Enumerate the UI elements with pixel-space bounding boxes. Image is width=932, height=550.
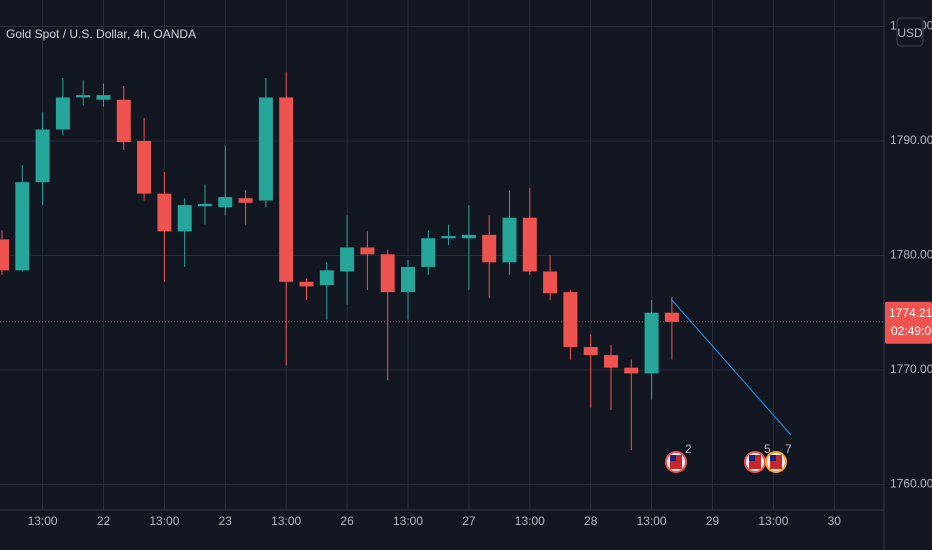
x-tick-label: 23 [219,514,233,528]
x-tick-label: 13:00 [515,514,545,528]
candle-body [137,140,152,194]
y-tick-label: 1760.000 [890,477,932,491]
candle-body [482,234,497,263]
event-count: 5 [764,442,771,456]
candle-body [177,205,192,232]
candle-body [15,182,30,271]
x-tick-label: 26 [340,514,354,528]
x-tick-label: 13:00 [637,514,667,528]
y-tick-label: 1770.000 [890,362,932,376]
x-tick-label: 13:00 [393,514,423,528]
current-price-box [885,301,932,344]
candle-body [35,129,50,183]
candle-body [664,312,679,322]
candle-body [461,234,476,239]
x-tick-label: 22 [97,514,111,528]
candle-body [604,355,618,368]
event-count: 7 [785,442,792,456]
x-tick-label: 29 [706,514,720,528]
y-tick-label: 1790.000 [890,133,932,147]
event-icon: 7 [765,442,792,473]
flag-canton [749,455,755,461]
flag-canton [670,455,676,461]
candle-body [116,99,131,143]
currency-button[interactable] [896,17,924,47]
candle-body [76,95,91,98]
candle-body [401,266,415,293]
candle-body [0,239,9,271]
x-tick-label: 13:00 [271,514,301,528]
candle-body [583,347,598,356]
candle-body [360,247,375,255]
candle-body [522,217,537,272]
candle-body [218,197,233,208]
candle-body [198,203,212,207]
x-tick-label: 13:00 [758,514,788,528]
y-tick-label: 1780.000 [890,248,932,262]
candle-body [421,238,436,267]
candle-body [238,198,253,203]
trend-line [670,298,792,436]
event-icon: 5 [744,442,771,473]
candle-body [157,193,172,232]
current-price-label: 1774.211 [889,306,932,320]
chart-title: Gold Spot / U.S. Dollar, 4h, OANDA [6,27,196,41]
candle-body [502,217,517,263]
candle-body [543,271,558,294]
countdown-label: 02:49:06 [891,324,932,338]
x-tick-label: 28 [584,514,598,528]
x-tick-label: 13:00 [28,514,58,528]
candle-body [299,281,314,287]
x-tick-label: 13:00 [149,514,179,528]
candle-body [624,367,639,374]
currency-label: USD [897,26,923,40]
event-count: 2 [685,442,692,456]
flag-canton [770,455,776,461]
candle-body [319,270,334,286]
candle-body [279,97,294,282]
candle-body [644,312,659,374]
candle-body [258,97,273,201]
candle-body [380,254,395,293]
candle-body [441,235,456,239]
candle-body [96,95,111,100]
candle-body [340,247,355,272]
event-icon: 2 [665,442,692,473]
candle-body [55,97,70,130]
x-tick-label: 27 [462,514,476,528]
x-tick-label: 30 [828,514,842,528]
candle-body [563,292,578,348]
